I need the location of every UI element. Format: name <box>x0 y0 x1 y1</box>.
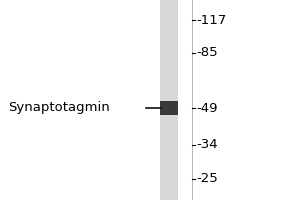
Text: -85: -85 <box>196 46 218 60</box>
Text: -25: -25 <box>196 172 218 186</box>
Text: -34: -34 <box>196 138 218 152</box>
Text: Synaptotagmin: Synaptotagmin <box>8 102 110 114</box>
Bar <box>160 101 178 115</box>
Text: -117: -117 <box>196 14 227 26</box>
Text: -49: -49 <box>196 102 218 114</box>
Bar <box>160 0 178 200</box>
